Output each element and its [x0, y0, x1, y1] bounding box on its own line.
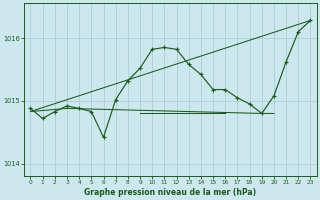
X-axis label: Graphe pression niveau de la mer (hPa): Graphe pression niveau de la mer (hPa) [84, 188, 257, 197]
